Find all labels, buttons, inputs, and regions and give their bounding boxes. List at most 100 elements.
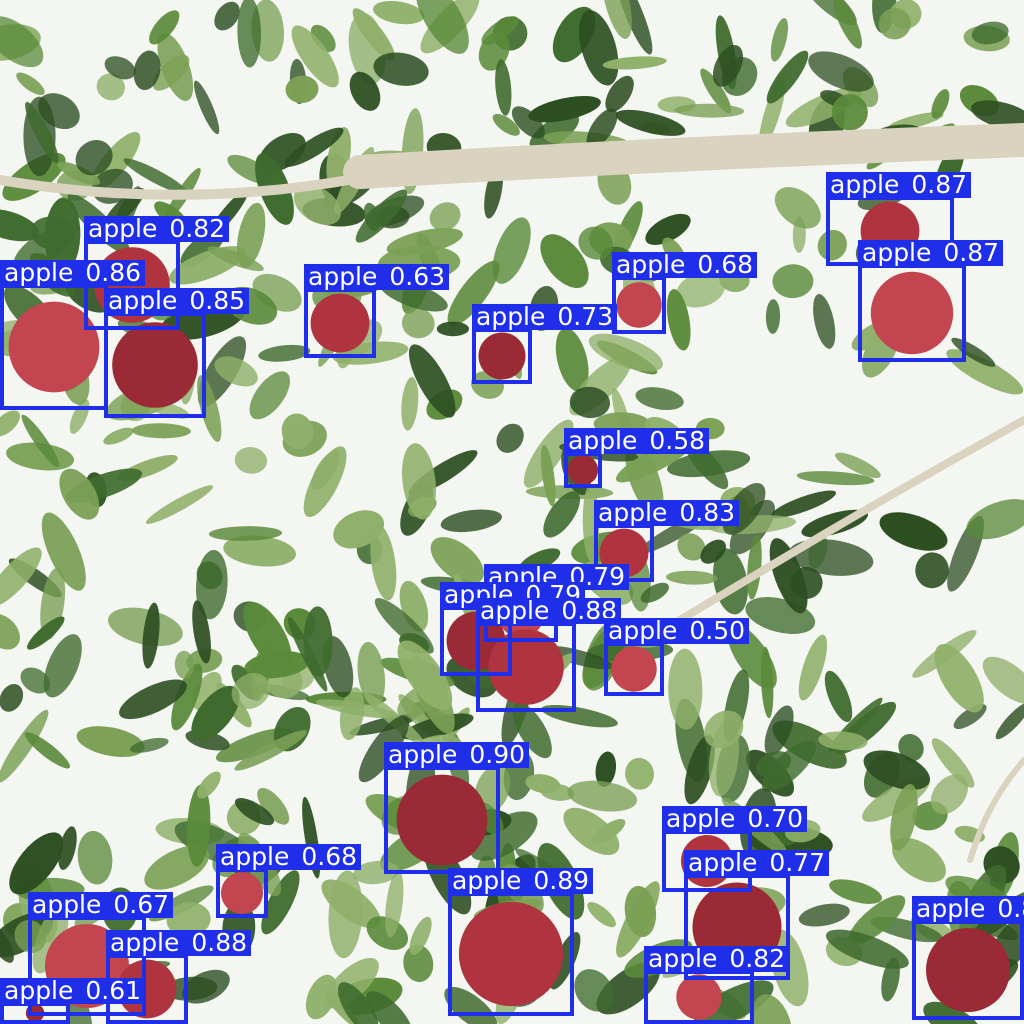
- leaf: [931, 738, 975, 788]
- leaf: [96, 73, 125, 101]
- leaf: [668, 648, 703, 730]
- leaf: [349, 71, 381, 111]
- leaf: [492, 113, 520, 136]
- leaf: [25, 101, 59, 164]
- detection-box: apple 0.58: [564, 428, 710, 488]
- leaf: [915, 552, 949, 589]
- leaf: [747, 534, 762, 600]
- leaf: [261, 870, 300, 935]
- leaf: [712, 45, 744, 87]
- leaf: [615, 109, 686, 136]
- detection-label: apple 0.85: [104, 288, 250, 314]
- leaf: [808, 51, 874, 92]
- branch: [676, 416, 1024, 624]
- detection-box: apple 0.61: [0, 978, 146, 1024]
- leaf: [436, 321, 469, 337]
- leaf: [27, 616, 65, 650]
- leaf: [512, 702, 552, 759]
- detection-label: apple 0.77: [684, 850, 830, 876]
- leaf: [616, 0, 653, 55]
- leaf: [982, 656, 1024, 704]
- leaf: [214, 1, 240, 31]
- detection-label: apple 0.73: [472, 304, 618, 330]
- detection-label: apple 0.86: [0, 260, 146, 286]
- leaf: [234, 798, 275, 826]
- leaf: [207, 246, 264, 272]
- leaf: [825, 929, 909, 969]
- detection-label: apple 0.87: [858, 240, 1004, 266]
- leaf: [401, 443, 437, 520]
- leaf: [193, 80, 220, 135]
- leaf: [215, 727, 293, 763]
- leaf: [429, 202, 461, 231]
- leaf: [234, 447, 268, 474]
- detection-box: apple 0.68: [216, 844, 362, 918]
- leaf: [257, 787, 290, 825]
- leaf: [374, 598, 434, 654]
- leaf: [75, 140, 113, 176]
- leaf: [20, 667, 51, 694]
- leaf: [131, 423, 191, 439]
- leaf: [555, 328, 589, 392]
- leaf: [528, 95, 601, 123]
- leaf: [363, 202, 380, 232]
- leaf: [231, 672, 271, 710]
- leaf: [0, 613, 20, 650]
- detection-label: apple 0.67: [28, 892, 174, 918]
- leaf: [470, 811, 538, 861]
- apple: [611, 646, 657, 692]
- leaf: [788, 539, 874, 576]
- leaf: [525, 774, 561, 794]
- leaf: [765, 299, 781, 334]
- leaf: [192, 600, 211, 664]
- leaf: [397, 640, 453, 711]
- leaf: [898, 733, 924, 762]
- leaf: [674, 103, 745, 118]
- leaf: [772, 264, 814, 299]
- leaf: [824, 670, 853, 723]
- detection-label: apple 0.68: [612, 252, 758, 278]
- leaf: [43, 634, 82, 698]
- detection-box: apple 0.86: [0, 260, 146, 410]
- leaf: [481, 16, 519, 45]
- leaf: [752, 994, 792, 1024]
- leaf: [447, 260, 500, 326]
- detection-label: apple 0.82: [84, 216, 230, 242]
- branch: [343, 123, 1024, 189]
- leaf: [208, 526, 283, 541]
- leaf: [595, 751, 617, 787]
- leaf: [676, 272, 725, 308]
- leaf: [495, 59, 512, 116]
- leaf: [563, 807, 620, 856]
- leaf: [249, 371, 291, 420]
- leaf: [401, 308, 435, 339]
- apple: [488, 629, 564, 705]
- leaf: [237, 0, 262, 68]
- leaf: [971, 21, 1009, 45]
- leaf: [665, 570, 718, 585]
- leaf: [813, 294, 836, 349]
- leaf: [182, 969, 230, 1004]
- detection-box: apple 0.85: [104, 288, 250, 418]
- detection-label: apple 0.63: [304, 264, 450, 290]
- leaf: [285, 75, 319, 104]
- leaf: [605, 75, 634, 113]
- leaf: [995, 702, 1024, 740]
- leaf: [129, 737, 169, 753]
- leaf: [32, 905, 69, 974]
- leaf: [41, 512, 86, 591]
- detection-box: apple 0.73: [472, 304, 618, 384]
- leaf: [76, 726, 145, 758]
- leaf: [152, 54, 190, 91]
- leaf: [355, 189, 408, 243]
- leaf: [409, 916, 432, 955]
- leaf: [430, 537, 484, 584]
- leaf: [236, 202, 266, 268]
- leaf: [829, 879, 882, 904]
- leaf: [59, 468, 100, 520]
- detection-box: apple 0.77: [684, 850, 830, 980]
- leaf: [372, 1, 425, 25]
- leaf: [145, 485, 214, 524]
- apple: [458, 901, 564, 1007]
